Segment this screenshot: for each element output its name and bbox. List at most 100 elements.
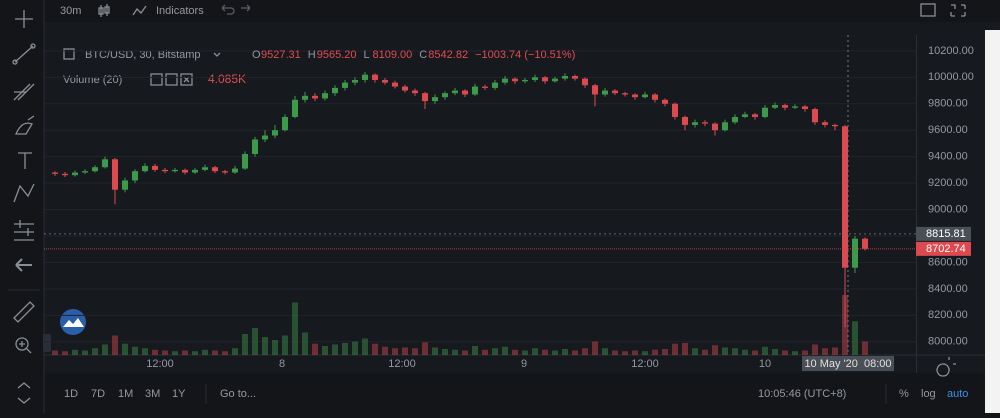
log-toggle[interactable]: log	[921, 388, 936, 400]
ohlc-value: 9565.20	[317, 49, 357, 61]
candle-body	[832, 124, 838, 127]
volume-bar	[522, 350, 528, 355]
change: −1003.74 (−10.51%)	[475, 49, 575, 61]
logo[interactable]	[60, 309, 86, 335]
candle-body	[772, 105, 778, 108]
candle-body	[292, 99, 298, 117]
candle-body	[442, 93, 448, 98]
volume-bar	[472, 346, 478, 355]
y-tick-label: 9000.00	[928, 203, 968, 215]
crosshair-time-bg	[802, 356, 894, 371]
redo[interactable]	[241, 4, 251, 12]
candle-body	[632, 94, 638, 98]
chart-type-icon[interactable]	[98, 4, 110, 17]
candle-body	[262, 135, 268, 140]
x-tick-label: 12:00	[631, 358, 659, 370]
candle-body	[352, 79, 358, 83]
volume-bar	[752, 350, 758, 355]
volume-bar	[362, 338, 368, 355]
candle-body	[272, 130, 278, 136]
candle-body	[852, 238, 858, 268]
candle-body	[342, 82, 348, 88]
candle-body	[102, 159, 108, 168]
volume-bar	[102, 344, 108, 355]
candle-body	[142, 165, 148, 172]
candle-body	[202, 167, 208, 170]
volume-bar	[122, 343, 128, 355]
drawing-tools[interactable]	[12, 10, 36, 404]
candle-body	[322, 93, 328, 99]
collapse-handle[interactable]	[43, 334, 51, 352]
candle-body	[312, 95, 318, 99]
candle-body	[752, 114, 758, 117]
price-label-bg	[916, 226, 971, 241]
candle-body	[82, 171, 88, 173]
interval[interactable]: 30m	[60, 5, 81, 17]
volume-bar	[172, 351, 178, 355]
top-bar	[0, 0, 1000, 22]
y-tick-label: 10000.00	[928, 71, 974, 83]
candle-body	[472, 86, 478, 95]
volume-bar	[382, 346, 388, 355]
range-button[interactable]: 1D	[64, 388, 78, 400]
percent-toggle[interactable]: %	[899, 388, 909, 400]
layout-icon[interactable]	[920, 3, 936, 17]
fullscreen-icon[interactable]	[950, 4, 966, 17]
volume-bar	[422, 342, 428, 355]
volume-bar	[312, 343, 318, 355]
candle-body	[522, 79, 528, 82]
symbol[interactable]: BTC/USD, 30, Bitstamp	[85, 49, 201, 61]
price-label-bg	[916, 241, 971, 256]
candle-body	[562, 75, 568, 79]
candle-body	[242, 154, 248, 169]
undo[interactable]	[221, 4, 235, 15]
candle-body	[712, 123, 718, 131]
candle-body	[592, 85, 598, 95]
volume-bar	[322, 346, 328, 355]
volume-bar	[592, 341, 598, 355]
volume-bar	[722, 347, 728, 355]
volume-bar	[352, 341, 358, 355]
x-tick-label: 12:00	[146, 358, 174, 370]
volume-bar	[202, 349, 208, 355]
goto-button[interactable]: Go to...	[220, 388, 256, 400]
candle-body	[602, 90, 608, 95]
volume-bar	[262, 337, 268, 355]
y-tick-label: 9800.00	[928, 98, 968, 110]
candle-body	[302, 95, 308, 100]
candle-body	[112, 159, 118, 190]
candle-body	[402, 86, 408, 91]
candle-body	[92, 167, 98, 172]
price-label: 8702.74	[926, 243, 966, 255]
symbol-chevron[interactable]	[213, 52, 221, 57]
volume-bar	[692, 348, 698, 355]
price-label: 8815.81	[926, 228, 966, 240]
candle-body	[372, 74, 378, 80]
auto-toggle[interactable]: auto	[947, 388, 968, 400]
volume-bar	[492, 348, 498, 355]
candle-body	[842, 126, 848, 268]
candle-body	[502, 78, 508, 83]
candle-body	[172, 169, 178, 172]
volume-bar	[572, 350, 578, 355]
y-tick-label: 8000.00	[928, 336, 968, 348]
candle-body	[52, 172, 58, 174]
range-button[interactable]: 3M	[145, 388, 160, 400]
candle-body	[392, 82, 398, 87]
candle-body	[812, 109, 818, 123]
range-button[interactable]: 1Y	[172, 388, 186, 400]
range-button[interactable]: 7D	[91, 388, 105, 400]
symbol-icon[interactable]	[63, 48, 75, 60]
volume-controls[interactable]	[150, 73, 193, 86]
indicators-button[interactable]: Indicators	[156, 5, 204, 17]
candle-body	[722, 122, 728, 131]
volume-bar	[412, 348, 418, 355]
candle-body	[452, 90, 458, 94]
ohlc-value: 9527.31	[261, 49, 301, 61]
settings-icon[interactable]	[936, 357, 956, 377]
candle-body	[362, 74, 368, 80]
indicators-icon[interactable]	[132, 5, 147, 16]
range-button[interactable]: 1M	[118, 388, 133, 400]
candle-body	[512, 78, 518, 82]
